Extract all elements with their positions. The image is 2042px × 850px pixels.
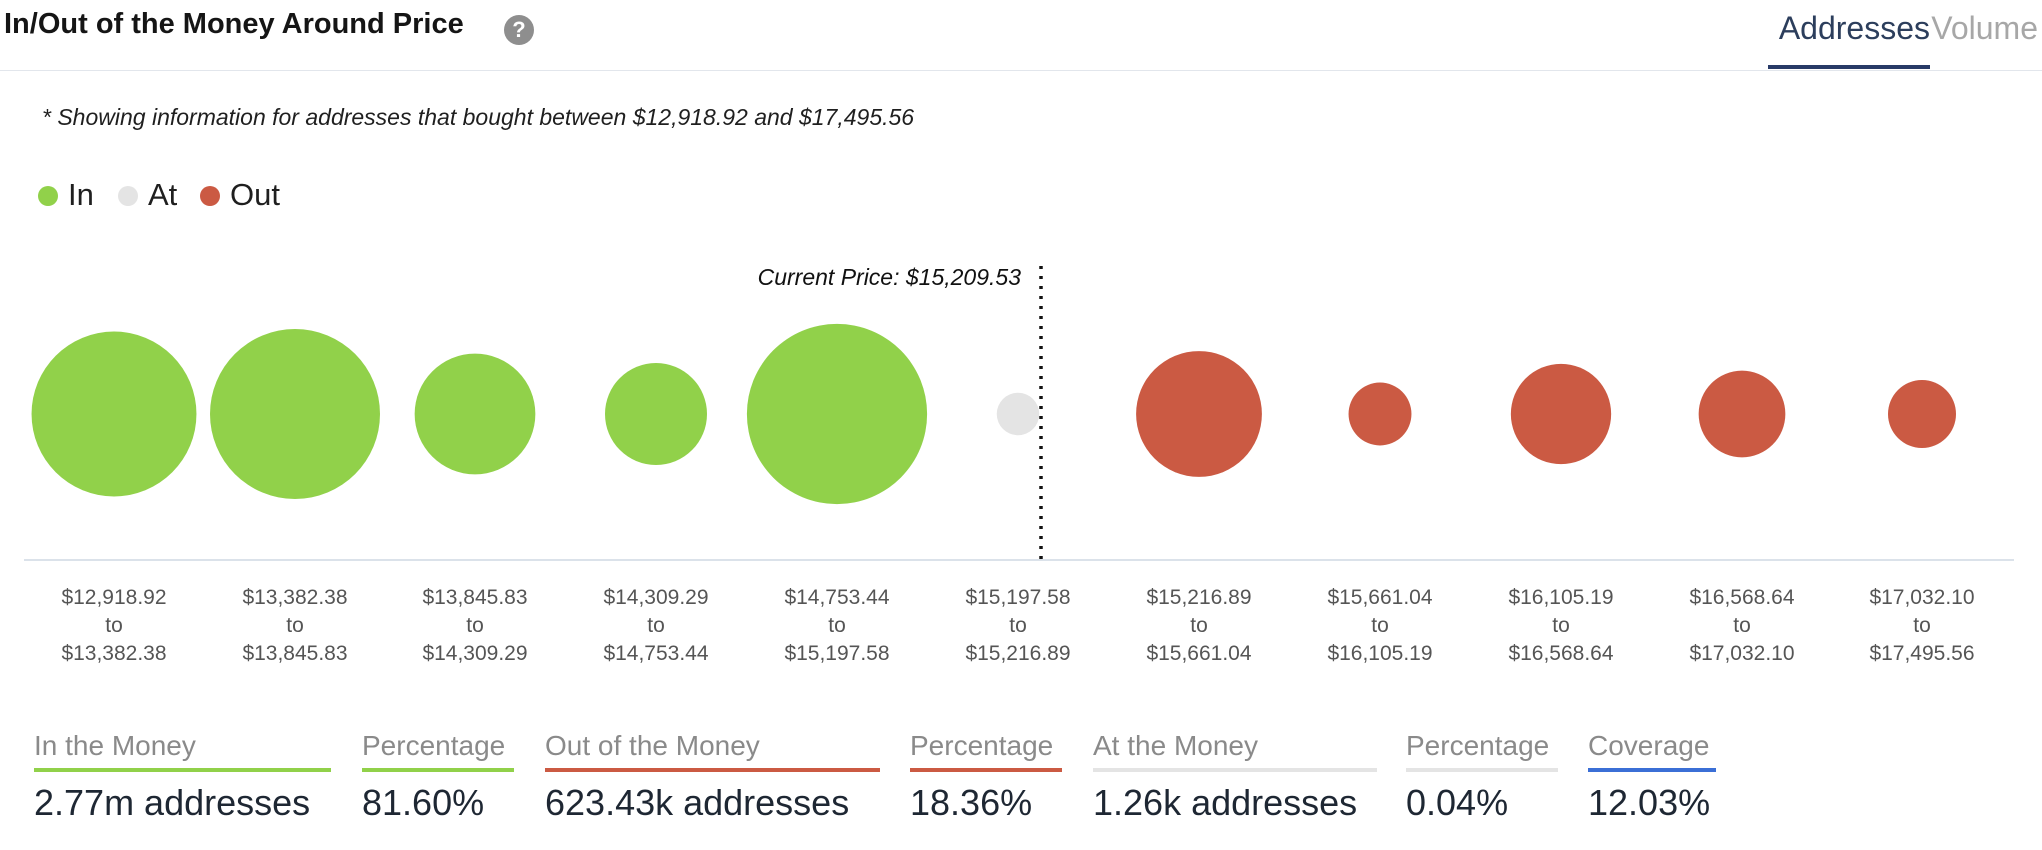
active-tab-underline — [1768, 65, 1930, 69]
bucket-range-label: $13,845.83 to $14,309.29 — [422, 586, 527, 665]
stat-bar-out — [545, 768, 880, 772]
stat-value: 18.36% — [910, 782, 1033, 823]
bucket-range-label: $15,197.58 to $15,216.89 — [965, 586, 1070, 665]
bubble-out[interactable] — [1348, 382, 1412, 446]
legend-swatch-out — [200, 186, 220, 206]
bubble-out[interactable] — [1510, 363, 1612, 465]
bubble-in[interactable] — [605, 363, 707, 465]
bucket-range-label: $14,309.29 to $14,753.44 — [603, 586, 708, 665]
stat-value: 12.03% — [1588, 782, 1711, 823]
bucket-range-label: $14,753.44 to $15,197.58 — [784, 586, 889, 665]
question-circle-icon[interactable]: ? — [504, 15, 534, 45]
legend-label-out: Out — [230, 177, 280, 212]
tab-addresses[interactable]: Addresses — [1778, 10, 1930, 46]
bucket-range-label: $16,105.19 to $16,568.64 — [1508, 586, 1613, 665]
bucket-range-label: $15,216.89 to $15,661.04 — [1146, 586, 1251, 665]
stat-label: Percentage — [362, 730, 506, 761]
stat-value: 0.04% — [1406, 782, 1509, 823]
stat-bar-at — [1093, 768, 1377, 772]
bubble-at[interactable] — [996, 392, 1040, 436]
stat-bar-in-pct — [362, 768, 514, 772]
bubble-out[interactable] — [1136, 351, 1262, 477]
bubble-in[interactable] — [31, 331, 197, 497]
bubble-out[interactable] — [1888, 380, 1956, 448]
chart-title: In/Out of the Money Around Price — [4, 8, 464, 40]
legend-swatch-at — [118, 186, 138, 206]
stat-label: Coverage — [1588, 730, 1710, 761]
bubble-in[interactable] — [746, 323, 928, 505]
bubble-out[interactable] — [1698, 370, 1786, 458]
legend-label-at: At — [148, 177, 178, 212]
bubble-chart: $12,918.92 to $13,382.38 $13,382.38 to $13,84… — [24, 264, 2014, 665]
stat-label: In the Money — [34, 730, 196, 761]
bubble-in[interactable] — [210, 329, 380, 499]
stat-bar-out-pct — [910, 768, 1062, 772]
bucket-range-label: $13,382.38 to $13,845.83 — [242, 586, 347, 665]
stat-label: Percentage — [1406, 730, 1550, 761]
stat-value: 81.60% — [362, 782, 485, 823]
stat-label: At the Money — [1093, 730, 1258, 761]
stat-bar-coverage — [1588, 768, 1716, 772]
bucket-range-label: $17,032.10 to $17,495.56 — [1869, 586, 1974, 665]
stat-label: Out of the Money — [545, 730, 760, 761]
legend-label-in: In — [68, 177, 94, 212]
stat-value: 623.43k addresses — [545, 782, 850, 823]
stat-bar-in — [34, 768, 331, 772]
stat-value: 1.26k addresses — [1093, 782, 1358, 823]
range-note: * Showing information for addresses that… — [42, 104, 915, 130]
bucket-range-label: $12,918.92 to $13,382.38 — [61, 586, 166, 665]
bucket-range-label: $15,661.04 to $16,105.19 — [1327, 586, 1432, 665]
bubble-in[interactable] — [414, 353, 536, 475]
stat-value: 2.77m addresses — [34, 782, 311, 823]
tab-volume[interactable]: Volume — [1931, 10, 2038, 46]
header-divider — [0, 70, 2042, 71]
current-price-label: Current Price: $15,209.53 — [758, 264, 1022, 290]
bucket-range-label: $16,568.64 to $17,032.10 — [1689, 586, 1794, 665]
stat-bar-at-pct — [1406, 768, 1558, 772]
legend-swatch-in — [38, 186, 58, 206]
stat-label: Percentage — [910, 730, 1054, 761]
